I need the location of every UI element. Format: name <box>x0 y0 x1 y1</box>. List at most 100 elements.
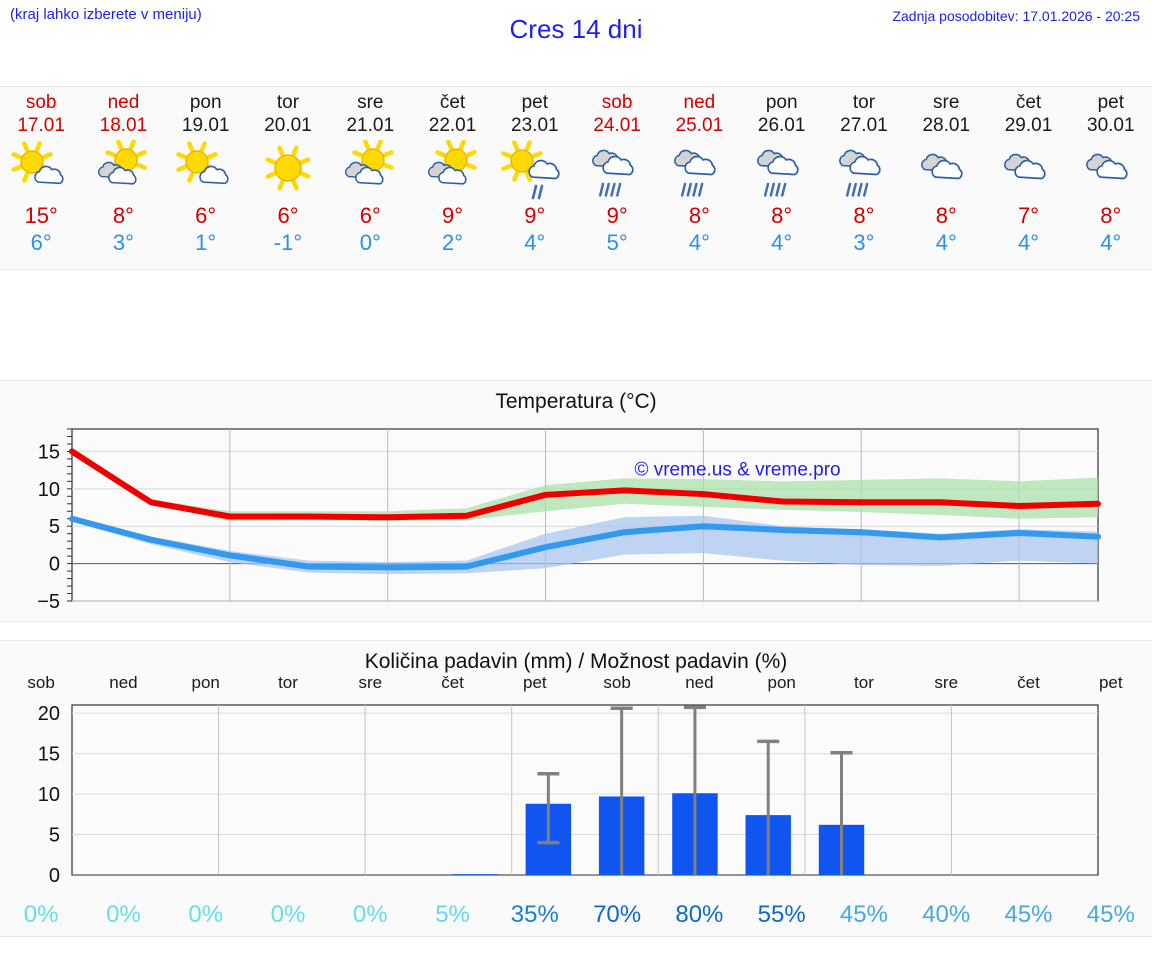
temperature-plot: −5 0 5 10 15 © vreme.us & vreme.pro <box>37 428 1101 613</box>
precipitation-day-label: pet <box>1098 673 1123 692</box>
forecast-max-temp: 8° <box>688 203 710 228</box>
svg-text:20: 20 <box>38 703 60 725</box>
forecast-max-temp: 8° <box>853 203 875 228</box>
forecast-min-temp: 6° <box>30 230 52 255</box>
forecast-max-temp: 8° <box>1100 203 1122 228</box>
temperature-chart-canvas: −5 0 5 10 15 © vreme.us & vreme.pro <box>0 415 1152 620</box>
precipitation-probability-row: 0% 0% 0% 0% 0% 5% 35% 70% 80% 55% 45% 40% 45% 45% <box>0 898 1152 932</box>
forecast-max-temp: 15° <box>24 203 58 228</box>
forecast-day-date: 21.01 <box>346 115 395 136</box>
forecast-day-name: sob <box>25 92 57 113</box>
forecast-min-temp: 2° <box>442 230 464 255</box>
precipitation-probability: 40% <box>922 901 971 928</box>
forecast-max-temp: 8° <box>771 203 793 228</box>
forecast-day-column[interactable]: tor 20.01 6° -1° <box>247 87 329 269</box>
forecast-day-date: 29.01 <box>1004 115 1053 136</box>
forecast-max-temp: 6° <box>277 203 299 228</box>
svg-text:−5: −5 <box>37 591 60 613</box>
svg-text:© vreme.us & vreme.pro: © vreme.us & vreme.pro <box>634 459 840 480</box>
sun-icon <box>249 140 327 200</box>
forecast-day-column[interactable]: čet 22.01 9° 2° <box>411 87 493 269</box>
sun-graycloud-icon <box>331 140 409 200</box>
precipitation-probability: 0% <box>23 901 59 928</box>
forecast-day-column[interactable]: čet 29.01 7° 4° <box>987 87 1069 269</box>
forecast-day-name: čet <box>439 92 466 113</box>
last-updated-text: Zadnja posodobitev: 17.01.2026 - 20:25 <box>892 8 1140 24</box>
precipitation-day-label: pon <box>767 673 796 692</box>
precipitation-probability: 0% <box>188 901 224 928</box>
cloud-rain-icon <box>660 140 738 200</box>
precipitation-probability: 0% <box>270 901 306 928</box>
forecast-day-column[interactable]: tor 27.01 8° 3° <box>823 87 905 269</box>
precipitation-probability: 70% <box>593 901 642 928</box>
forecast-day-name: sre <box>933 92 960 113</box>
forecast-max-temp: 9° <box>606 203 628 228</box>
forecast-min-temp: 3° <box>853 230 875 255</box>
forecast-day-column[interactable]: sre 21.01 6° 0° <box>329 87 411 269</box>
forecast-max-temp: 7° <box>1017 203 1040 228</box>
cloud-rain-icon <box>578 140 656 200</box>
forecast-day-date: 24.01 <box>593 115 641 136</box>
forecast-day-name: ned <box>683 92 716 113</box>
precipitation-chart-title: Količina padavin (mm) / Možnost padavin … <box>364 650 788 673</box>
forecast-max-temp: 6° <box>195 203 217 228</box>
forecast-min-temp: 1° <box>195 230 217 255</box>
svg-text:10: 10 <box>38 479 60 501</box>
sun-cloud-rain-icon <box>496 140 574 200</box>
forecast-day-name: pet <box>1097 92 1124 113</box>
precipitation-day-label: tor <box>278 673 298 692</box>
svg-text:15: 15 <box>38 441 60 463</box>
precipitation-probability: 45% <box>839 901 888 928</box>
precipitation-day-label: sre <box>358 673 383 692</box>
forecast-min-temp: -1° <box>273 230 303 255</box>
forecast-day-column[interactable]: pet 23.01 9° 4° <box>494 87 576 269</box>
forecast-day-column[interactable]: sre 28.01 8° 4° <box>905 87 987 269</box>
svg-text:0: 0 <box>49 865 60 887</box>
forecast-day-date: 18.01 <box>99 115 148 136</box>
forecast-min-temp: 5° <box>606 230 628 255</box>
precipitation-day-label: tor <box>854 673 874 692</box>
forecast-day-name: sre <box>357 92 384 113</box>
forecast-day-column[interactable]: pon 26.01 8° 4° <box>741 87 823 269</box>
forecast-day-name: tor <box>276 92 300 113</box>
forecast-day-column[interactable]: pon 19.01 6° 1° <box>165 87 247 269</box>
cloud-icon <box>1072 140 1150 200</box>
sun-cloud-icon <box>167 140 245 200</box>
forecast-min-temp: 4° <box>524 230 546 255</box>
precipitation-day-label: čet <box>441 673 464 692</box>
precipitation-probability: 55% <box>757 901 806 928</box>
forecast-max-temp: 9° <box>442 203 464 228</box>
menu-hint-text: (kraj lahko izberete v meniju) <box>10 6 202 23</box>
forecast-min-temp: 0° <box>359 230 381 255</box>
precipitation-probability: 5% <box>435 901 470 928</box>
forecast-day-date: 27.01 <box>840 115 888 136</box>
forecast-day-date: 26.01 <box>757 115 806 136</box>
svg-text:15: 15 <box>38 744 60 766</box>
forecast-day-column[interactable]: sob 24.01 9° 5° <box>576 87 658 269</box>
precipitation-probability: 0% <box>352 901 388 928</box>
forecast-day-column[interactable]: sob 17.01 15° 6° <box>0 87 82 269</box>
forecast-day-column[interactable]: pet 30.01 8° 4° <box>1070 87 1152 269</box>
precipitation-day-label: ned <box>109 673 138 692</box>
forecast-day-name: ned <box>107 92 140 113</box>
forecast-max-temp: 8° <box>935 203 957 228</box>
forecast-day-date: 25.01 <box>675 115 724 136</box>
cloud-rain-icon <box>743 140 821 200</box>
page-header: (kraj lahko izberete v meniju) Cres 14 d… <box>0 0 1152 44</box>
sun-cloud-icon <box>2 140 80 200</box>
forecast-day-date: 28.01 <box>922 115 970 136</box>
precipitation-day-label: sre <box>934 673 959 692</box>
forecast-max-temp: 6° <box>359 203 381 228</box>
forecast-day-name: pon <box>765 92 798 113</box>
precipitation-probability: 80% <box>675 901 724 928</box>
cloud-icon <box>907 140 985 200</box>
precipitation-probability: 45% <box>1004 901 1053 928</box>
forecast-min-temp: 4° <box>1017 230 1040 255</box>
forecast-day-column[interactable]: ned 25.01 8° 4° <box>658 87 740 269</box>
temperature-chart-title: Temperatura (°C) <box>495 390 657 413</box>
precipitation-day-label: pet <box>523 673 547 692</box>
forecast-day-date: 17.01 <box>17 115 65 136</box>
precipitation-day-label: sob <box>27 673 55 692</box>
forecast-day-column[interactable]: ned 18.01 8° 3° <box>82 87 164 269</box>
page-title: Cres 14 dni <box>509 14 643 44</box>
